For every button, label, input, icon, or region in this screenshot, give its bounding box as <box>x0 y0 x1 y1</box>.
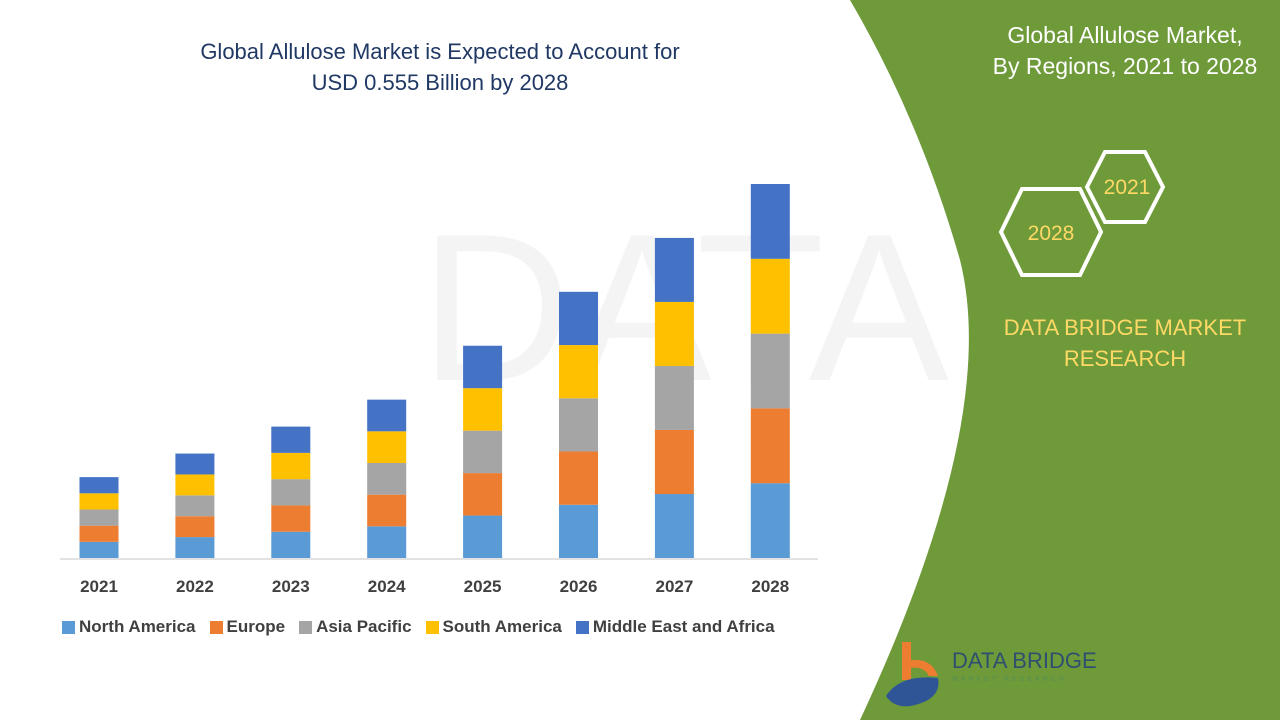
side-title: Global Allulose Market, By Regions, 2021… <box>930 20 1280 82</box>
hexagon-2028 <box>998 187 1104 277</box>
bar-segment-2027-europe <box>654 429 694 494</box>
bar-segment-2021-europe <box>79 525 119 542</box>
legend-label: Asia Pacific <box>316 617 412 636</box>
bar-segment-2026-asia-pacific <box>559 398 598 452</box>
bar-segment-2025-south-america <box>463 388 503 431</box>
side-title-line-1: Global Allulose Market, <box>1007 22 1243 48</box>
legend-label: North America <box>79 617 196 636</box>
legend-label: Middle East and Africa <box>592 617 775 636</box>
bar-segment-2025-middle-east-and-africa <box>463 345 503 389</box>
bar-segment-2022-middle-east-and-africa <box>175 453 215 475</box>
bar-segment-2023-europe <box>271 505 311 532</box>
bar-segment-2023-asia-pacific <box>271 479 311 506</box>
title-line-2: USD 0.555 Billion by 2028 <box>311 70 569 95</box>
title-line-1: Global Allulose Market is Expected to Ac… <box>200 39 680 64</box>
bar-segment-2024-south-america <box>367 431 407 463</box>
x-tick-label: 2021 <box>80 577 118 596</box>
legend-item: North America <box>62 617 196 637</box>
bar-segment-2022-europe <box>175 516 215 538</box>
bar-segment-2028-north-america <box>750 483 790 558</box>
legend-swatch <box>62 620 75 634</box>
hex-label-2021: 2021 <box>1104 176 1151 199</box>
bar-segment-2024-middle-east-and-africa <box>367 399 407 432</box>
bar-segment-2022-south-america <box>175 474 215 496</box>
bar-segment-2021-south-america <box>79 493 119 510</box>
bar-segment-2024-asia-pacific <box>367 462 407 495</box>
x-tick-label: 2024 <box>368 577 406 596</box>
brand-line-2: RESEARCH <box>1063 346 1187 371</box>
legend-swatch <box>425 620 439 634</box>
brand-text: DATA BRIDGE MARKET RESEARCH <box>980 312 1270 374</box>
bar-segment-2028-south-america <box>750 258 790 334</box>
bar-segment-2027-south-america <box>654 301 694 366</box>
legend-swatch <box>575 620 589 634</box>
bar-segment-2027-north-america <box>654 493 694 558</box>
bar-segment-2023-north-america <box>271 531 311 558</box>
side-title-line-2: By Regions, 2021 to 2028 <box>992 53 1258 79</box>
bar-segment-2021-north-america <box>79 541 119 558</box>
bar-segment-2025-europe <box>463 473 503 516</box>
logo-subtext: MARKET RESEARCH <box>952 676 1067 683</box>
chart-title: Global Allulose Market is Expected to Ac… <box>140 36 740 98</box>
bar-segment-2024-europe <box>367 494 407 527</box>
legend-swatch <box>299 620 313 634</box>
bar-segment-2028-middle-east-and-africa <box>750 184 790 259</box>
bar-segment-2024-north-america <box>367 526 407 558</box>
legend-item: Asia Pacific <box>299 617 412 637</box>
legend-swatch <box>209 620 223 634</box>
legend-label: Europe <box>226 617 286 636</box>
bar-segment-2023-middle-east-and-africa <box>271 426 311 453</box>
bar-segment-2022-asia-pacific <box>175 495 215 517</box>
x-tick-label: 2028 <box>751 577 789 596</box>
x-tick-label: 2025 <box>464 577 502 596</box>
x-tick-label: 2023 <box>272 577 310 596</box>
bar-segment-2023-south-america <box>271 452 311 480</box>
bar-segment-2026-north-america <box>559 504 598 558</box>
legend-item: Europe <box>209 617 286 637</box>
bar-segment-2021-asia-pacific <box>79 509 119 526</box>
legend-item: Middle East and Africa <box>575 617 775 637</box>
hex-label-2028: 2028 <box>1028 222 1075 245</box>
stacked-bar-chart: 2021 2022 2023 2024 2025 2026 2027 2028 <box>60 184 818 596</box>
logo-text: DATA BRIDGE <box>952 648 1097 673</box>
legend-label: South America <box>442 617 562 636</box>
legend: North America Europe Asia Pacific South Ame… <box>62 617 775 637</box>
bar-segment-2021-middle-east-and-africa <box>79 477 119 494</box>
bar-segment-2026-middle-east-and-africa <box>559 291 598 346</box>
x-tick-label: 2027 <box>655 577 693 596</box>
bar-segment-2026-south-america <box>559 345 598 399</box>
bar-segment-2025-asia-pacific <box>463 430 503 474</box>
x-tick-label: 2022 <box>176 577 214 596</box>
bar-segment-2027-asia-pacific <box>654 365 694 430</box>
bar-segment-2027-middle-east-and-africa <box>654 237 694 302</box>
legend-item: South America <box>425 617 562 637</box>
bar-segment-2028-europe <box>750 408 790 484</box>
data-bridge-logo-icon <box>886 642 939 707</box>
hexagon-2021 <box>1084 150 1166 224</box>
bar-segment-2025-north-america <box>463 515 503 558</box>
brand-line-1: DATA BRIDGE MARKET <box>1003 315 1247 340</box>
green-panel <box>850 0 1280 720</box>
bar-segment-2022-north-america <box>175 537 215 558</box>
bar-segment-2026-europe <box>559 451 598 505</box>
bar-segment-2028-asia-pacific <box>750 333 790 409</box>
x-tick-label: 2026 <box>560 577 598 596</box>
